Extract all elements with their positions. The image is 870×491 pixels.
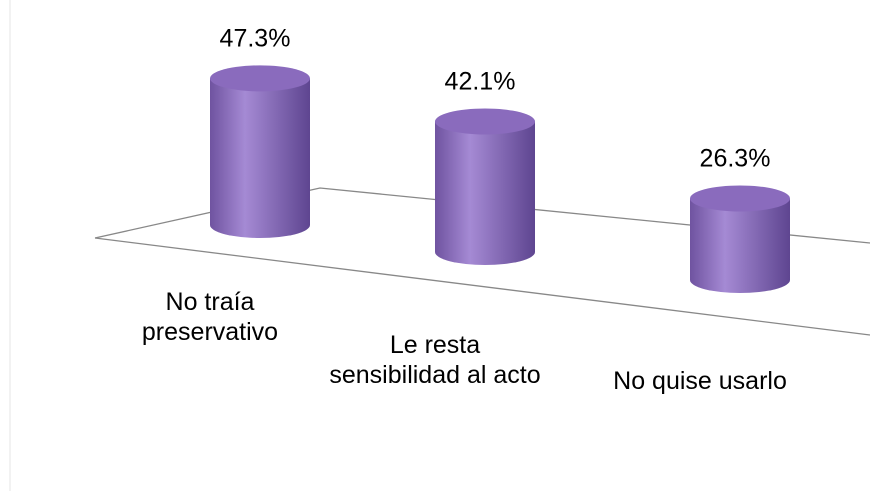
- cylinder: [690, 185, 790, 293]
- floor-back-edge: [94, 187, 870, 244]
- cylinder: [210, 65, 310, 239]
- cylinder-body: [435, 121, 535, 266]
- category-label: No traía preservativo: [141, 288, 279, 346]
- floor-front-edge: [94, 237, 870, 336]
- data-label: 47.3%: [220, 24, 291, 52]
- cylinder-top: [210, 65, 310, 92]
- cylinder-body: [210, 78, 310, 239]
- category-label: Le resta sensibilidad al acto: [329, 331, 541, 389]
- cylinder-top: [690, 185, 790, 212]
- data-label: 42.1%: [445, 67, 516, 95]
- data-label: 26.3%: [700, 144, 771, 172]
- cylinder-top: [435, 108, 535, 135]
- category-label: No quise usarlo: [613, 367, 787, 395]
- cylinder-body: [690, 198, 790, 293]
- cylinder: [435, 108, 535, 266]
